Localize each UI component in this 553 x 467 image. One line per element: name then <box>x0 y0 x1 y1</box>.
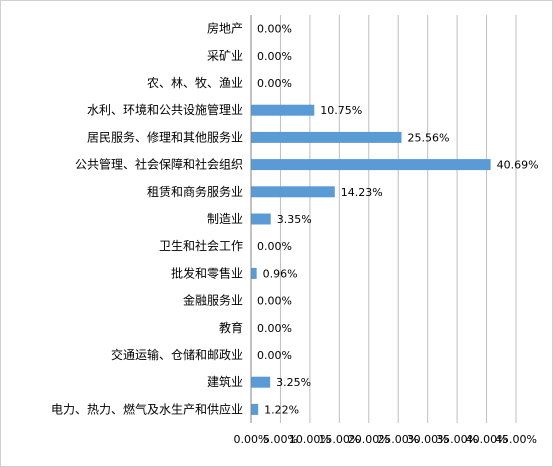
data-label: 0.00% <box>257 240 292 253</box>
bar <box>251 213 271 225</box>
data-label: 0.96% <box>263 267 298 280</box>
category-label: 卫生和社会工作 <box>159 238 243 253</box>
x-tick-label: 25.00% <box>377 433 419 446</box>
axis-layer: 0.00%5.00%10.00%15.00%20.00%25.00%30.00%… <box>234 15 537 446</box>
data-label: 10.75% <box>320 104 362 117</box>
data-label: 25.56% <box>408 131 450 144</box>
data-label: 3.35% <box>277 213 312 226</box>
category-label: 租赁和商务服务业 <box>147 184 243 199</box>
bar <box>251 376 271 388</box>
x-tick-label: 5.00% <box>263 433 298 446</box>
category-label: 批发和零售业 <box>171 265 243 280</box>
x-tick-label: 35.00% <box>436 433 478 446</box>
data-label: 0.00% <box>257 23 292 36</box>
category-label: 居民服务、修理和其他服务业 <box>87 129 243 144</box>
category-label: 建筑业 <box>207 374 243 389</box>
category-label: 公共管理、社会保障和社会组织 <box>75 157 243 172</box>
bar <box>251 186 335 198</box>
category-label: 采矿业 <box>207 49 243 63</box>
category-label: 房地产 <box>207 21 243 36</box>
x-tick-label: 20.00% <box>348 433 390 446</box>
bar <box>251 104 315 116</box>
data-label: 14.23% <box>341 186 383 199</box>
data-label: 1.22% <box>264 403 299 416</box>
x-tick-label: 0.00% <box>234 433 269 446</box>
category-label: 交通运输、仓储和邮政业 <box>111 347 243 362</box>
data-label: 40.69% <box>497 159 539 172</box>
x-tick-label: 15.00% <box>318 433 360 446</box>
x-tick-label: 45.00% <box>495 433 537 446</box>
label-layer: 房地产 0.00% 采矿业 0.00% 农、林、牧、渔业 0.00% 水利、环境和公共设施管… <box>51 21 539 417</box>
x-tick-label: 40.00% <box>466 433 508 446</box>
category-label: 电力、热力、燃气及水生产和供应业 <box>51 401 243 416</box>
bar <box>251 159 491 171</box>
data-label: 3.25% <box>276 376 311 389</box>
category-label: 教育 <box>219 320 243 335</box>
data-label: 0.00% <box>257 77 292 90</box>
bar <box>251 403 259 415</box>
bar-layer <box>251 104 491 415</box>
category-label: 水利、环境和公共设施管理业 <box>87 102 243 117</box>
data-label: 0.00% <box>257 295 292 308</box>
bar <box>251 267 257 279</box>
category-label: 农、林、牧、渔业 <box>147 76 243 90</box>
data-label: 0.00% <box>257 50 292 63</box>
grid-layer <box>279 15 517 423</box>
x-tick-label: 10.00% <box>289 433 331 446</box>
bar <box>251 131 402 143</box>
x-tick-label: 30.00% <box>407 433 449 446</box>
category-label: 制造业 <box>207 212 243 226</box>
data-label: 0.00% <box>257 349 292 362</box>
data-label: 0.00% <box>257 322 292 335</box>
category-label: 金融服务业 <box>183 293 243 308</box>
